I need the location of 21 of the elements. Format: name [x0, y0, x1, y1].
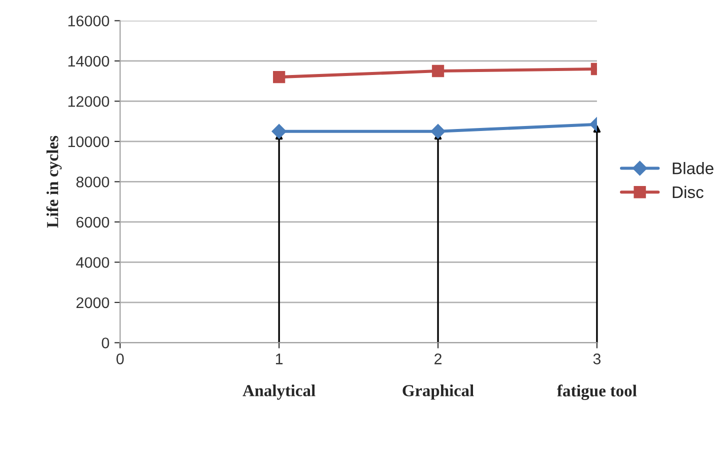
- x-tick-label: 0: [116, 354, 124, 364]
- y-tick-label: 6000: [76, 216, 110, 228]
- point: [272, 124, 286, 139]
- y-tick-label: 14000: [68, 56, 110, 67]
- y-tick-label: 4000: [76, 257, 110, 268]
- text: Analytical: [242, 384, 316, 400]
- x-tick-label: 1: [276, 354, 283, 364]
- y-tick-label: 2000: [76, 297, 110, 308]
- text: fatigue tool: [557, 384, 637, 400]
- y-tick-label: 16000: [68, 16, 110, 26]
- y-tick-label: 10000: [68, 136, 110, 148]
- legend-label: Disc: [672, 186, 704, 198]
- y-tick-label: 12000: [68, 96, 110, 107]
- text: Graphical: [402, 384, 474, 400]
- y-tick-label: 8000: [76, 176, 110, 188]
- point: [272, 70, 286, 84]
- x-tick-label: 3: [593, 354, 601, 364]
- legend-label: Blade: [672, 162, 714, 174]
- y-axis-title: Life in cycles: [46, 136, 62, 228]
- y-tick-label: 0: [102, 338, 110, 348]
- x-tick-label: 2: [434, 354, 442, 364]
